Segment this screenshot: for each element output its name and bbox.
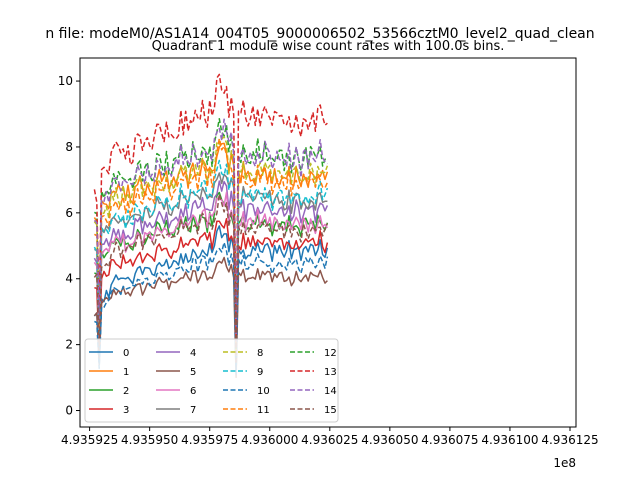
- figure-suptitle: n file: modeM0/AS1A14_004T05_9000006502_…: [45, 26, 594, 42]
- series-line-2: [94, 191, 329, 364]
- y-tick-label: 8: [65, 140, 73, 154]
- legend-label-8: 8: [257, 348, 263, 359]
- plot-frame: [79, 57, 577, 428]
- x-tick-label: 4.935950: [121, 433, 178, 447]
- series-line-5: [93, 256, 328, 379]
- legend-label-10: 10: [257, 386, 270, 397]
- legend-label-9: 9: [257, 367, 263, 378]
- legend-label-1: 1: [123, 367, 129, 378]
- x-tick-label: 4.936050: [361, 433, 418, 447]
- y-tick-label: 4: [65, 272, 73, 286]
- y-tick-label: 6: [65, 206, 73, 220]
- series-layer: [93, 73, 329, 379]
- x-tick-label: 4.935975: [181, 433, 238, 447]
- x-tick-label: 4.936100: [481, 433, 538, 447]
- x-axis: 4.935925 4.935950 4.935975 4.936000 4.936025…: [61, 427, 599, 447]
- legend-label-5: 5: [190, 367, 196, 378]
- legend-label-14: 14: [324, 386, 337, 397]
- y-axis: 0 2 4 6 8 10: [58, 74, 80, 418]
- series-line-14: [93, 118, 328, 348]
- legend-label-7: 7: [190, 405, 196, 416]
- series-line-10: [94, 241, 329, 376]
- legend-label-13: 13: [324, 367, 337, 378]
- series-line-15: [93, 193, 329, 365]
- legend-frame: [84, 338, 339, 423]
- legend-label-2: 2: [123, 386, 129, 397]
- legend-label-15: 15: [324, 405, 337, 416]
- x-tick-label: 4.935925: [61, 433, 118, 447]
- series-line-13: [93, 73, 328, 341]
- series-line-3: [94, 217, 329, 369]
- legend-label-4: 4: [190, 348, 196, 359]
- legend-label-6: 6: [190, 386, 196, 397]
- legend-label-11: 11: [257, 405, 270, 416]
- x-axis-offset-label: 1e8: [553, 456, 576, 470]
- x-tick-label: 4.936025: [301, 433, 358, 447]
- series-line-4: [93, 180, 329, 361]
- x-tick-label: 4.936075: [421, 433, 478, 447]
- y-tick-label: 0: [65, 404, 73, 418]
- x-tick-label: 4.936125: [541, 433, 598, 447]
- chart-title: Quadrant 1 module wise count rates with …: [152, 39, 505, 54]
- series-line-6: [93, 191, 329, 364]
- legend-label-12: 12: [324, 348, 337, 359]
- series-line-0: [93, 225, 329, 374]
- x-tick-label: 4.936000: [241, 433, 298, 447]
- legend-label-0: 0: [123, 348, 129, 359]
- legend-label-3: 3: [123, 405, 129, 416]
- y-tick-label: 10: [58, 74, 73, 88]
- y-tick-label: 2: [65, 338, 73, 352]
- series-line-9: [93, 159, 329, 360]
